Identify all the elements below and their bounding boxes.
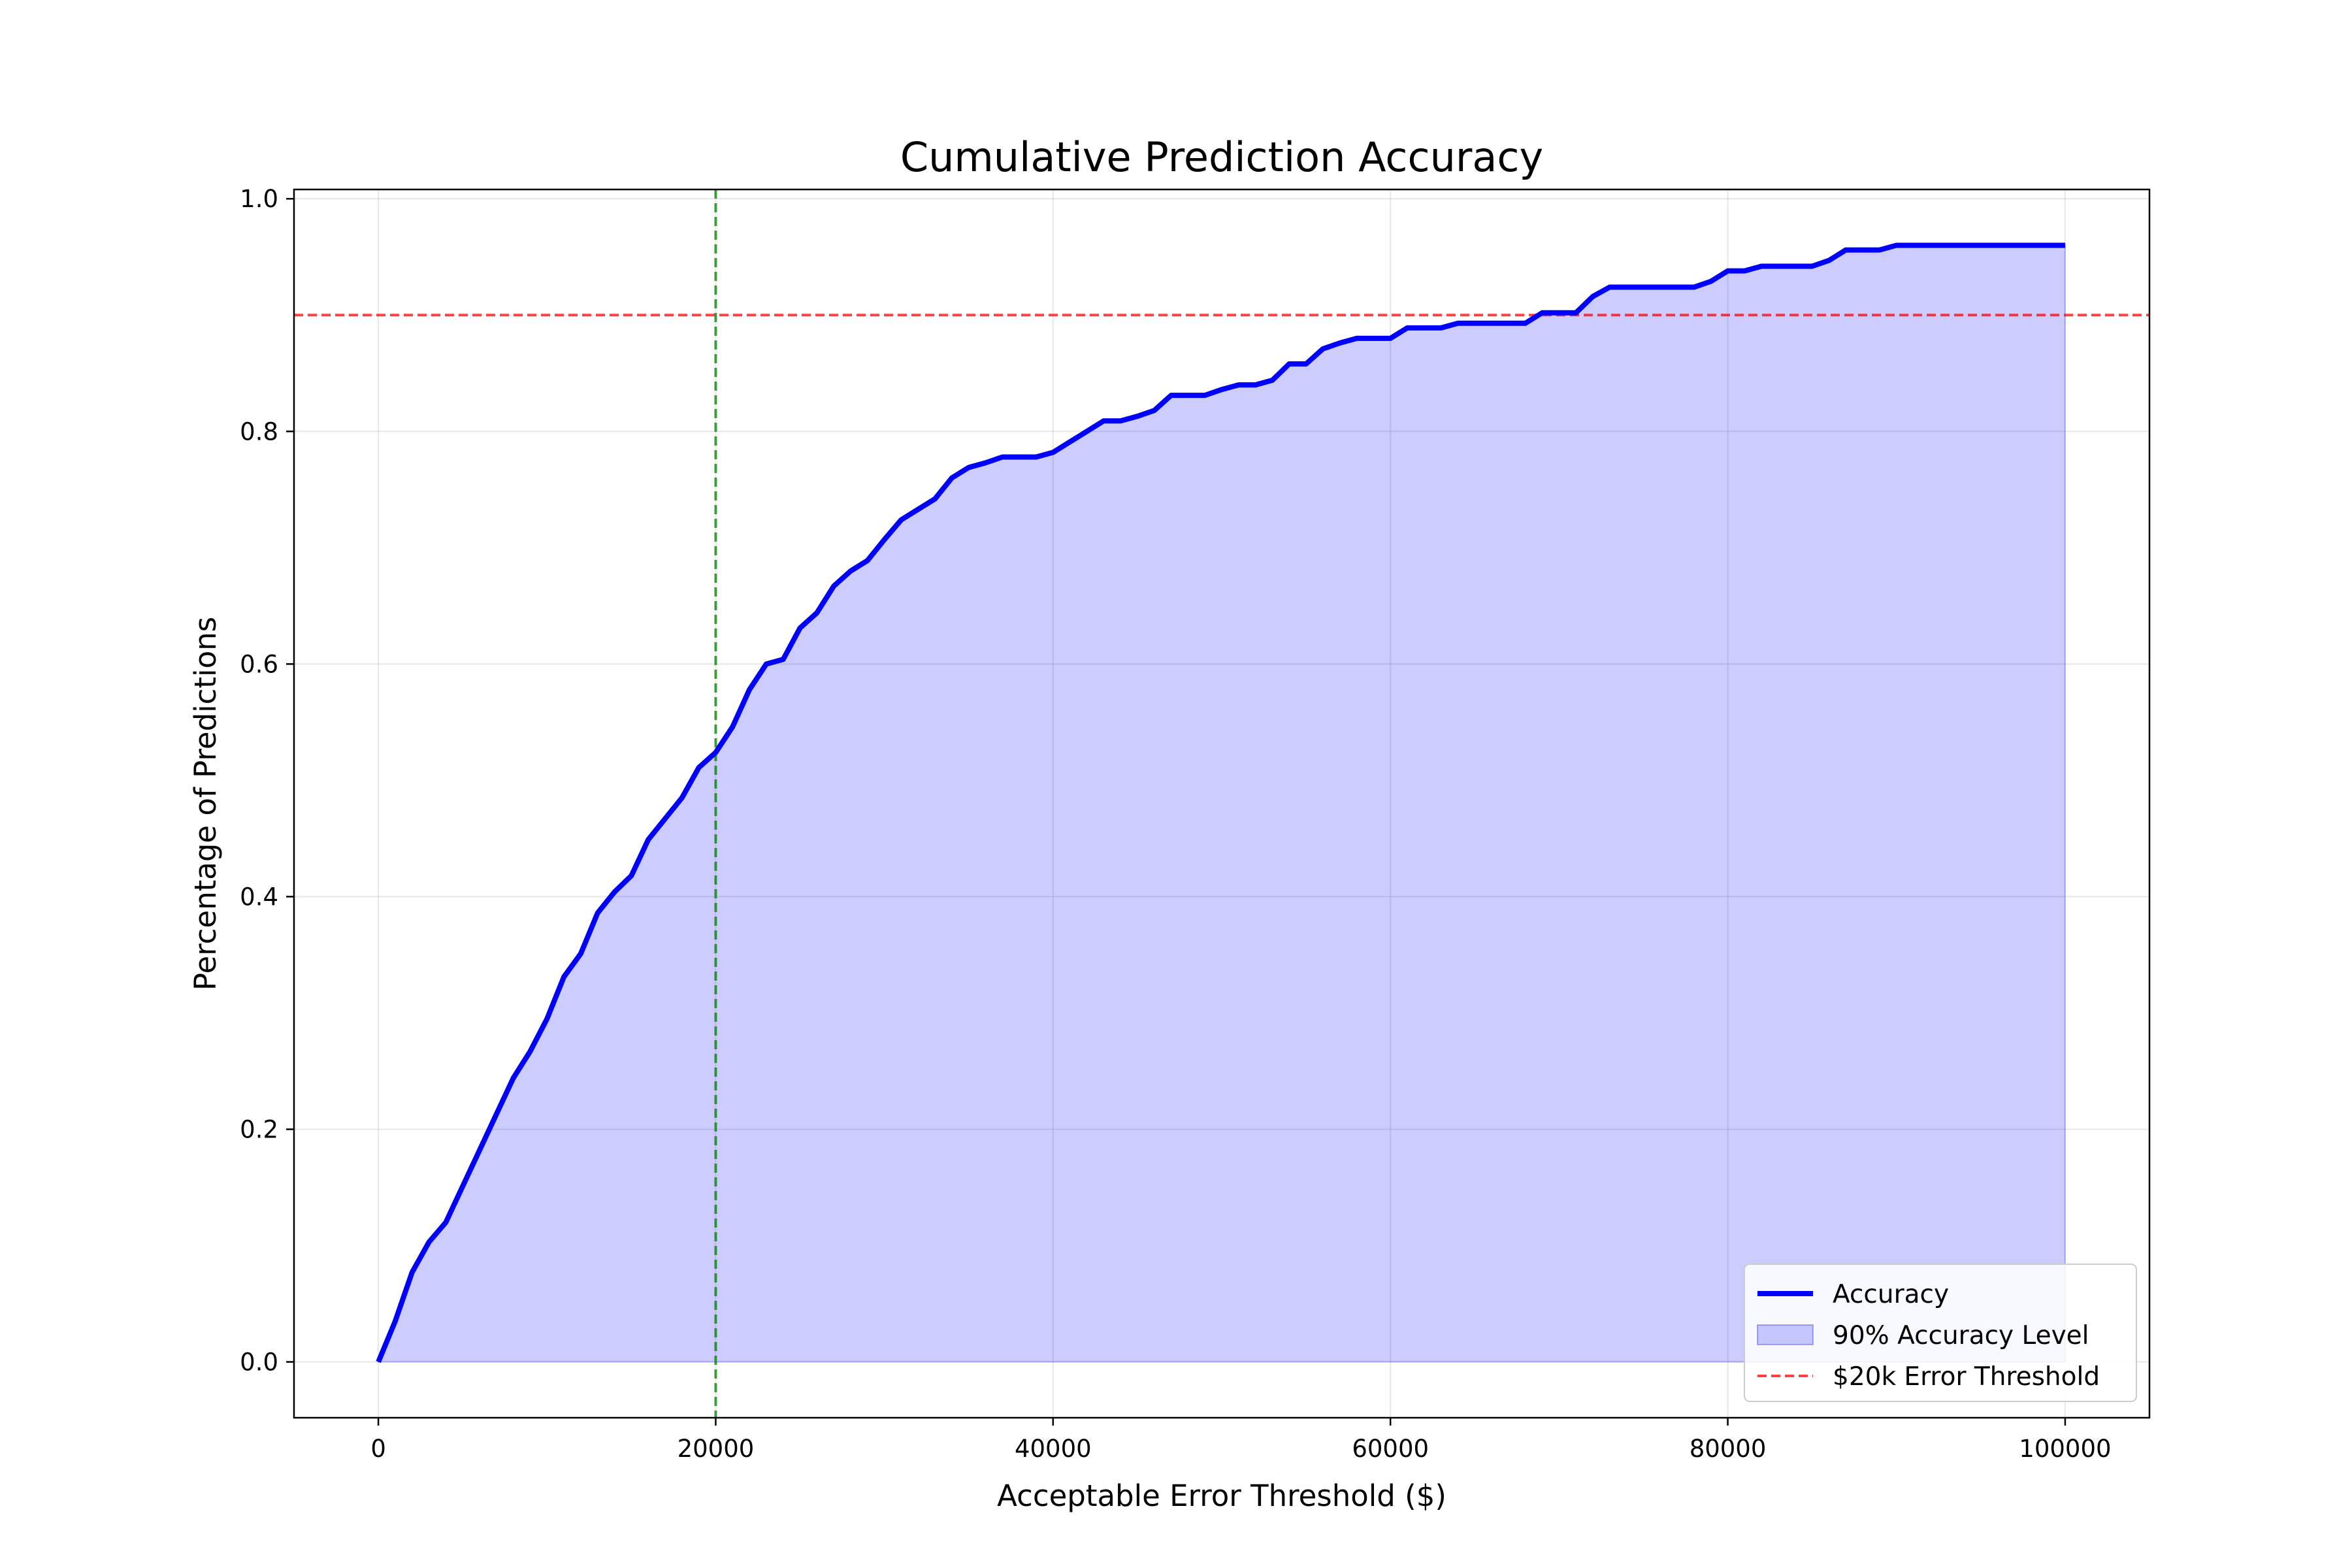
y-tick-label: 0.0 — [240, 1348, 278, 1377]
y-tick-label: 0.4 — [240, 883, 278, 911]
x-tick-label: 40000 — [1015, 1435, 1092, 1463]
y-axis-title: Percentage of Predictions — [188, 617, 223, 990]
legend-label-threshold: $20k Error Threshold — [1833, 1362, 2100, 1392]
legend-label-accuracy: Accuracy — [1833, 1280, 1949, 1309]
plot-area: 0 20000 40000 60000 80000 100000 0.0 0.2 0.4 0.6 0… — [240, 185, 2151, 1463]
x-tick-label: 60000 — [1352, 1435, 1429, 1463]
x-tick-label: 0 — [370, 1435, 386, 1463]
axes-frame — [293, 188, 2151, 1419]
x-tick-label: 20000 — [678, 1435, 755, 1463]
x-axis-title: Acceptable Error Threshold ($) — [997, 1478, 1446, 1513]
y-tick-label: 1.0 — [240, 185, 278, 213]
legend-label-fill: 90% Accuracy Level — [1833, 1321, 2089, 1350]
x-tick-label: 100000 — [2019, 1435, 2111, 1463]
legend-box — [1744, 1264, 2137, 1402]
legend-swatch-fill — [1757, 1324, 1814, 1345]
y-tick-label: 0.2 — [240, 1115, 278, 1143]
chart-title: Cumulative Prediction Accuracy — [900, 133, 1543, 181]
accuracy-line — [376, 242, 2065, 1364]
y-tick-label: 0.8 — [240, 417, 278, 446]
y-tick-label: 0.6 — [240, 650, 278, 678]
x-tick-label: 80000 — [1690, 1435, 1767, 1463]
legend: Accuracy 90% Accuracy Level $20k Error Thr… — [1744, 1264, 2137, 1402]
